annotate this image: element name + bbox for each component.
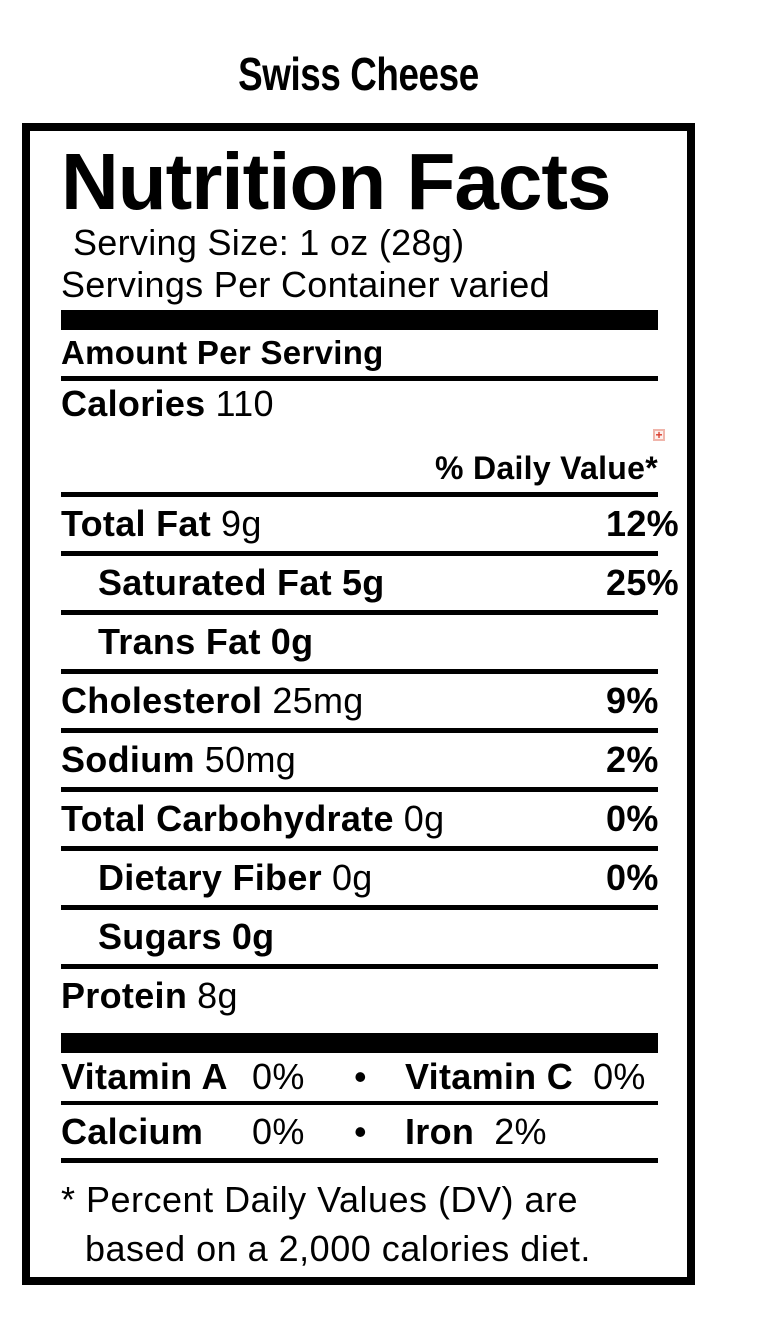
calories-label: Calories (61, 383, 206, 424)
nutrient-row-dietary-fiber: Dietary Fiber 0g 0% (61, 851, 658, 910)
daily-value-header: % Daily Value* (435, 450, 658, 486)
nutrient-row-total-carbohydrate: Total Carbohydrate 0g 0% (61, 792, 658, 851)
nutrient-daily-value: 12% (606, 503, 679, 544)
nutrient-amount: 8g (197, 975, 238, 1016)
nutrient-name: Total Fat (61, 503, 212, 544)
daily-value-header-block: + % Daily Value* (61, 426, 665, 492)
nutrient-name: Saturated Fat (98, 562, 332, 603)
calories-row: Calories 110 (61, 381, 658, 426)
nutrient-name: Sugars (98, 916, 222, 957)
vitamin-row: Vitamin A 0% • Vitamin C 0% (61, 1053, 658, 1105)
nutrient-daily-value: 25% (606, 562, 679, 603)
nutrient-row-sugars: Sugars 0g (61, 910, 658, 969)
divider-line (61, 376, 658, 381)
nutrient-daily-value: 0% (606, 857, 659, 898)
nutrient-daily-value: 0% (606, 798, 659, 839)
nutrient-amount: 0g (331, 857, 373, 898)
mineral-row: Calcium 0% • Iron 2% (61, 1105, 658, 1163)
broken-image-icon: + (653, 429, 665, 441)
separator-bar-bottom (61, 1033, 658, 1053)
separator-bar-top (61, 310, 658, 330)
calcium-value: 0% (252, 1110, 305, 1152)
nutrient-name: Cholesterol (61, 680, 263, 721)
nutrient-row-saturated-fat: Saturated Fat 5g 25% (61, 556, 679, 615)
vitamin-c-value: 0% (593, 1056, 646, 1097)
nutrient-amount: 25mg (272, 680, 364, 721)
nutrient-row-trans-fat: Trans Fat 0g (61, 615, 658, 674)
nutrient-daily-value: 2% (606, 739, 659, 780)
footnote-line-1: * Percent Daily Values (DV) are (61, 1179, 579, 1220)
product-title: Swiss Cheese (22, 50, 695, 98)
nutrition-facts-heading: Nutrition Facts (61, 137, 611, 226)
footnote-line-2: based on a 2,000 calories diet. (85, 1228, 591, 1269)
bullet-separator: • (354, 1110, 367, 1152)
nutrient-row-protein: Protein 8g (61, 969, 658, 1023)
vitamin-a-value: 0% (252, 1056, 305, 1097)
nutrient-amount: 9g (221, 503, 262, 544)
nutrient-name: Total Carbohydrate (61, 798, 394, 839)
product-title-text: Swiss Cheese (238, 48, 479, 100)
divider-line (61, 492, 658, 497)
calories-value: 110 (215, 383, 274, 424)
nutrient-row-cholesterol: Cholesterol 25mg 9% (61, 674, 658, 733)
amount-per-serving-label: Amount Per Serving (61, 334, 384, 371)
nutrient-row-total-fat: Total Fat 9g 12% (61, 497, 679, 556)
nutrient-amount: 50mg (204, 739, 297, 780)
nutrient-name: Protein (61, 975, 188, 1016)
nutrient-daily-value: 9% (606, 680, 659, 721)
nutrient-name: Trans Fat (98, 621, 261, 662)
iron-value: 2% (494, 1110, 547, 1152)
serving-size-line: Serving Size: 1 oz (28g) (73, 222, 465, 263)
nutrient-amount: 0g (403, 798, 445, 839)
calcium-label: Calcium (61, 1110, 204, 1152)
nutrient-amount: 0g (231, 916, 275, 957)
nutrition-facts-label: Nutrition Facts Serving Size: 1 oz (28g)… (22, 123, 695, 1285)
vitamin-c-label: Vitamin C (405, 1056, 574, 1097)
bullet-separator: • (354, 1056, 367, 1097)
iron-label: Iron (405, 1110, 475, 1152)
vitamin-a-label: Vitamin A (61, 1056, 228, 1097)
nutrient-name: Sodium (61, 739, 195, 780)
servings-per-container-line: Servings Per Container varied (61, 264, 550, 305)
nutrient-amount: 5g (341, 562, 385, 603)
nutrient-amount: 0g (270, 621, 314, 662)
nutrient-name: Dietary Fiber (98, 857, 322, 898)
nutrient-row-sodium: Sodium 50mg 2% (61, 733, 658, 792)
daily-value-footnote: * Percent Daily Values (DV) are based on… (61, 1175, 658, 1273)
